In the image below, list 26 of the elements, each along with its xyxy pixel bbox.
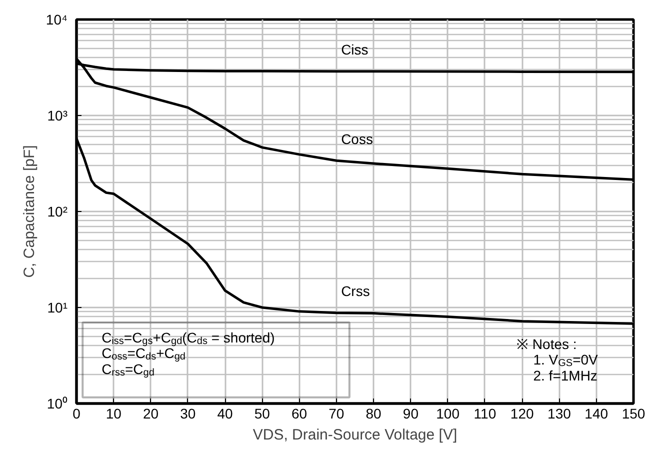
- y-tick-label: 10⁰: [46, 396, 68, 412]
- x-tick-label: 0: [72, 406, 81, 422]
- x-tick-label: 10: [106, 406, 122, 422]
- x-tick-label: 80: [366, 406, 382, 422]
- x-axis-title: VDS, Drain-Source Voltage [V]: [252, 426, 458, 444]
- x-tick-label: 100: [436, 406, 460, 422]
- x-tick-label: 140: [584, 406, 608, 422]
- y-tick-label: 10³: [47, 108, 68, 124]
- x-tick-label: 50: [254, 406, 270, 422]
- x-tick-label: 110: [474, 406, 496, 422]
- x-tick-label: 70: [328, 406, 344, 422]
- y-tick-label: 10¹: [47, 300, 68, 316]
- x-tick-label: 150: [622, 406, 646, 422]
- y-axis-title: C, Capacitance [pF]: [20, 145, 38, 278]
- y-tick-label: 10²: [47, 204, 68, 220]
- x-tick-label: 60: [292, 406, 308, 422]
- series-label: Coss: [341, 130, 373, 147]
- x-tick-label: 130: [548, 406, 572, 422]
- x-tick-label: 30: [180, 406, 196, 422]
- x-tick-label: 20: [142, 406, 159, 422]
- y-tick-label: 10⁴: [46, 12, 68, 28]
- x-tick-label: 120: [510, 406, 534, 422]
- x-tick-label: 90: [402, 406, 419, 422]
- x-tick-label: 40: [217, 406, 234, 422]
- series-label: Ciss: [341, 41, 368, 58]
- series-label: Crss: [341, 282, 370, 299]
